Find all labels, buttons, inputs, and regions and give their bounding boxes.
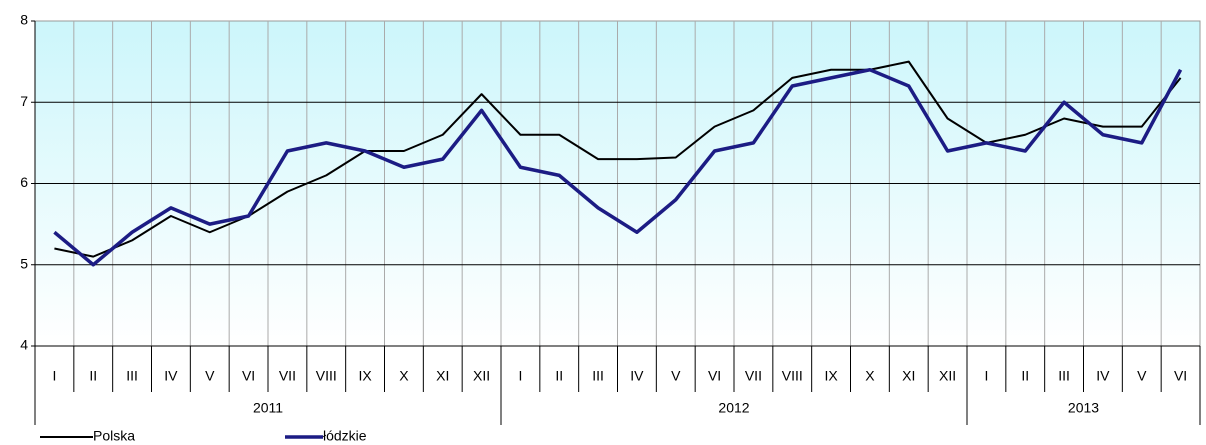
- x-tick-label: IX: [358, 368, 372, 384]
- x-tick-label: III: [1058, 368, 1070, 384]
- legend-label: Polska: [93, 428, 135, 444]
- x-tick-label: III: [592, 368, 604, 384]
- x-tick-label: II: [555, 368, 563, 384]
- x-tick-label: IV: [164, 368, 178, 384]
- x-tick-label: IX: [824, 368, 838, 384]
- x-tick-label: VI: [708, 368, 721, 384]
- legend-label: łódzkie: [323, 428, 367, 444]
- x-tick-label: IV: [630, 368, 644, 384]
- x-tick-label: VII: [745, 368, 762, 384]
- x-tick-label: X: [865, 368, 875, 384]
- x-tick-label: II: [1021, 368, 1029, 384]
- x-tick-label: VIII: [782, 368, 803, 384]
- y-tick-label: 8: [20, 12, 28, 28]
- x-tick-label: X: [399, 368, 409, 384]
- x-tick-label: XII: [473, 368, 490, 384]
- y-tick-label: 6: [20, 174, 28, 190]
- x-tick-label: XI: [902, 368, 915, 384]
- x-tick-label: V: [1137, 368, 1147, 384]
- group-label: 2013: [1068, 400, 1099, 416]
- y-tick-label: 5: [20, 255, 28, 271]
- group-label: 2011: [253, 400, 283, 416]
- series-line: [53, 68, 1183, 267]
- x-tick-label: I: [52, 368, 56, 384]
- x-tick-label: II: [89, 368, 97, 384]
- x-tick-label: IV: [1096, 368, 1110, 384]
- group-label: 2012: [718, 400, 749, 416]
- x-tick-label: VI: [242, 368, 255, 384]
- x-tick-label: I: [984, 368, 988, 384]
- x-tick-label: VIII: [316, 368, 337, 384]
- y-tick-label: 7: [20, 93, 28, 109]
- x-tick-label: V: [205, 368, 215, 384]
- x-tick-label: III: [126, 368, 138, 384]
- x-tick-label: XI: [436, 368, 449, 384]
- x-tick-label: XII: [939, 368, 956, 384]
- x-tick-label: VI: [1174, 368, 1187, 384]
- x-tick-label: I: [518, 368, 522, 384]
- x-tick-label: VII: [279, 368, 296, 384]
- y-tick-label: 4: [20, 337, 28, 353]
- x-tick-label: V: [671, 368, 681, 384]
